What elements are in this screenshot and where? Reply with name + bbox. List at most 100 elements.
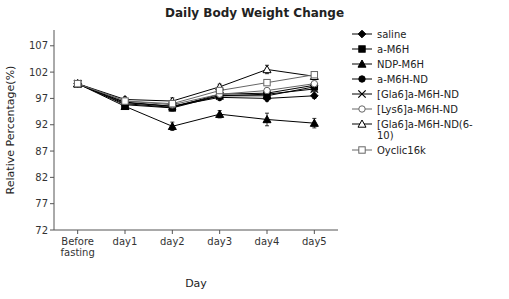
error-cap bbox=[170, 109, 174, 110]
marker bbox=[74, 80, 80, 86]
x-tick bbox=[267, 230, 268, 234]
x-tick bbox=[219, 230, 220, 234]
legend-marker bbox=[358, 90, 365, 97]
marker bbox=[74, 80, 80, 86]
marker bbox=[168, 122, 176, 129]
x-tick bbox=[172, 230, 173, 234]
legend-label: saline bbox=[377, 29, 406, 40]
marker bbox=[74, 80, 81, 87]
marker bbox=[264, 79, 270, 85]
x-axis-label: Day bbox=[185, 277, 207, 290]
y-tick-label: 87 bbox=[35, 146, 48, 157]
marker bbox=[74, 80, 82, 87]
legend-marker bbox=[359, 147, 365, 153]
error-cap bbox=[265, 96, 269, 97]
legend-marker bbox=[359, 106, 365, 112]
marker bbox=[121, 98, 129, 106]
x-tick-label: day2 bbox=[160, 236, 185, 247]
text-line: day1 bbox=[113, 236, 138, 247]
text-line: day4 bbox=[255, 236, 280, 247]
marker bbox=[74, 80, 80, 86]
text-line: a-M6H-ND bbox=[377, 74, 428, 85]
error-cap bbox=[123, 105, 127, 106]
x-tick-label: day1 bbox=[113, 236, 138, 247]
x-axis-line bbox=[54, 230, 338, 231]
y-tick-label: 82 bbox=[35, 172, 48, 183]
error-cap bbox=[123, 105, 127, 106]
text-line: [Gla6]a-M6H-ND(6- bbox=[377, 119, 473, 130]
marker bbox=[122, 98, 128, 104]
x-tick bbox=[125, 230, 126, 234]
text-line: day3 bbox=[207, 236, 232, 247]
legend-item: NDP-M6H bbox=[352, 59, 424, 70]
y-tick bbox=[50, 230, 54, 231]
series bbox=[74, 80, 319, 131]
text-line: 10) bbox=[377, 130, 394, 141]
legend-label: [Gla6]a-M6H-ND bbox=[377, 89, 459, 100]
legend-item: a-M6H bbox=[352, 44, 409, 55]
legend-item: [Lys6]a-M6H-ND bbox=[352, 104, 458, 115]
marker bbox=[74, 80, 82, 88]
marker-stroke bbox=[74, 80, 81, 87]
legend: saline a-M6H NDP-M6H a-M6H-ND [Gla6]a-M6H-ND… bbox=[352, 29, 473, 156]
marker bbox=[311, 80, 317, 86]
marker bbox=[74, 80, 80, 86]
series bbox=[74, 65, 319, 104]
legend-marker bbox=[359, 46, 365, 52]
legend-item: saline bbox=[352, 29, 406, 40]
legend-marker bbox=[358, 30, 366, 38]
legend-item: [Gla6]a-M6H-ND(6-10) bbox=[352, 119, 473, 141]
marker bbox=[310, 72, 318, 79]
marker bbox=[263, 65, 271, 72]
error-cap bbox=[312, 127, 316, 128]
error-cap bbox=[218, 98, 222, 99]
marker bbox=[216, 110, 224, 117]
error-cap bbox=[265, 113, 269, 114]
marker-stroke bbox=[358, 90, 365, 97]
x-tick bbox=[77, 230, 78, 234]
error-cap bbox=[218, 98, 222, 99]
text-line: fasting bbox=[61, 247, 95, 258]
text-line: day2 bbox=[160, 236, 185, 247]
text-line: Oyclic16k bbox=[377, 145, 426, 156]
y-axis-line bbox=[54, 30, 55, 230]
error-cap bbox=[312, 91, 316, 92]
series bbox=[74, 72, 317, 107]
legend-marker bbox=[358, 60, 366, 67]
y-tick-label: 77 bbox=[35, 198, 48, 209]
x-tick-label: day5 bbox=[302, 236, 327, 247]
text-line: Before bbox=[61, 236, 94, 247]
legend-marker bbox=[358, 120, 366, 127]
x-tick-label: day4 bbox=[255, 236, 280, 247]
marker bbox=[169, 100, 175, 106]
text-line: [Gla6]a-M6H-ND bbox=[377, 89, 459, 100]
error-cap bbox=[265, 73, 269, 74]
marker bbox=[311, 72, 317, 78]
y-tick bbox=[50, 124, 54, 125]
legend-label: Oyclic16k bbox=[377, 145, 426, 156]
legend-item: Oyclic16k bbox=[352, 145, 426, 156]
y-tick-label: 107 bbox=[29, 40, 48, 51]
y-tick-label: 102 bbox=[29, 67, 48, 78]
legend-label: NDP-M6H bbox=[377, 59, 424, 70]
marker bbox=[311, 92, 319, 100]
legend-label: a-M6H-ND bbox=[377, 74, 428, 85]
y-tick-label: 97 bbox=[35, 93, 48, 104]
x-tick-label: day3 bbox=[207, 236, 232, 247]
legend-marker bbox=[359, 76, 365, 82]
marker bbox=[310, 119, 318, 126]
chart: Daily Body Weight Change7277828792971021… bbox=[0, 0, 509, 299]
error-cap bbox=[170, 130, 174, 131]
text-line: saline bbox=[377, 29, 406, 40]
marker-stroke bbox=[74, 80, 81, 87]
y-tick bbox=[50, 177, 54, 178]
marker bbox=[216, 87, 222, 93]
text-line: day5 bbox=[302, 236, 327, 247]
x-tick bbox=[314, 230, 315, 234]
y-tick bbox=[50, 98, 54, 99]
y-tick bbox=[50, 151, 54, 152]
y-tick bbox=[50, 203, 54, 204]
legend-label: [Gla6]a-M6H-ND(6-10) bbox=[377, 119, 473, 141]
marker bbox=[122, 98, 128, 104]
text-line: [Lys6]a-M6H-ND bbox=[377, 104, 458, 115]
